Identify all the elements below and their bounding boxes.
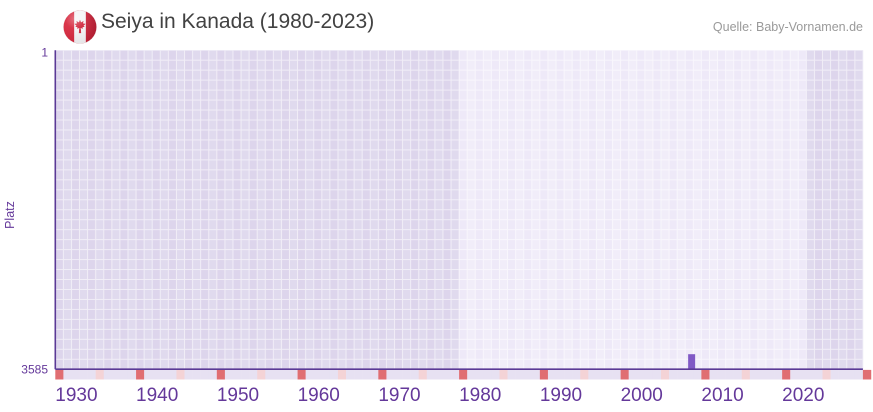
- svg-text:3585: 3585: [21, 363, 48, 377]
- svg-text:2000: 2000: [621, 385, 663, 406]
- svg-text:1970: 1970: [378, 385, 420, 406]
- svg-text:1990: 1990: [540, 385, 582, 406]
- svg-text:1960: 1960: [298, 385, 340, 406]
- svg-text:2010: 2010: [701, 385, 743, 406]
- svg-text:1950: 1950: [217, 385, 259, 406]
- svg-text:Platz: Platz: [3, 201, 17, 229]
- svg-text:1940: 1940: [136, 385, 178, 406]
- svg-text:1930: 1930: [55, 385, 97, 406]
- svg-text:1: 1: [41, 46, 48, 60]
- svg-text:2020: 2020: [782, 385, 824, 406]
- svg-text:1980: 1980: [459, 385, 501, 406]
